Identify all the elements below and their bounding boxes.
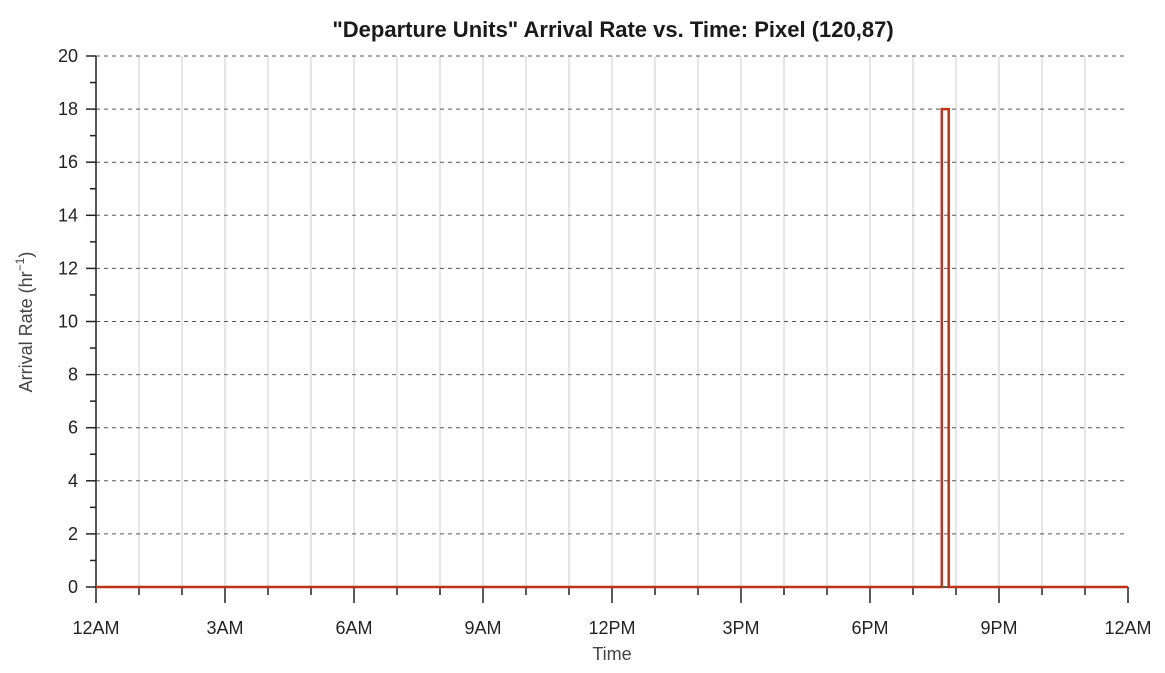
y-tick-label: 2 (68, 524, 78, 544)
plot-area (96, 107, 1128, 589)
axes (86, 55, 1129, 603)
series-line (96, 107, 1128, 589)
y-tick-label: 18 (58, 99, 78, 119)
x-tick-label: 12AM (1104, 618, 1151, 638)
y-axis-label-superscript: −1 (13, 257, 27, 271)
tick-labels: 0 2 4 6 8 10 12 14 16 18 20 12AM 3AM 6AM 9AM 12PM 3PM 6PM… (58, 46, 1152, 638)
y-tick-label: 0 (68, 577, 78, 597)
y-axis-label-close: ) (16, 252, 36, 258)
x-tick-label: 6PM (851, 618, 888, 638)
y-tick-label: 8 (68, 365, 78, 385)
y-tick-label: 10 (58, 312, 78, 332)
x-tick-label: 9AM (464, 618, 501, 638)
y-axis-label: Arrival Rate (hr−1) (13, 252, 36, 393)
x-tick-label: 3PM (722, 618, 759, 638)
grid (96, 55, 1128, 587)
x-tick-label: 9PM (980, 618, 1017, 638)
y-tick-label: 14 (58, 205, 78, 225)
y-tick-label: 4 (68, 471, 78, 491)
y-tick-label: 12 (58, 258, 78, 278)
y-tick-label: 6 (68, 418, 78, 438)
x-tick-label: 3AM (206, 618, 243, 638)
y-tick-label: 20 (58, 46, 78, 66)
y-tick-label: 16 (58, 152, 78, 172)
x-axis-label: Time (592, 644, 631, 664)
chart-title: "Departure Units" Arrival Rate vs. Time:… (332, 17, 893, 42)
y-axis-label-main: Arrival Rate (hr (16, 271, 36, 392)
x-tick-label: 6AM (335, 618, 372, 638)
x-tick-label: 12PM (588, 618, 635, 638)
x-tick-label: 12AM (72, 618, 119, 638)
